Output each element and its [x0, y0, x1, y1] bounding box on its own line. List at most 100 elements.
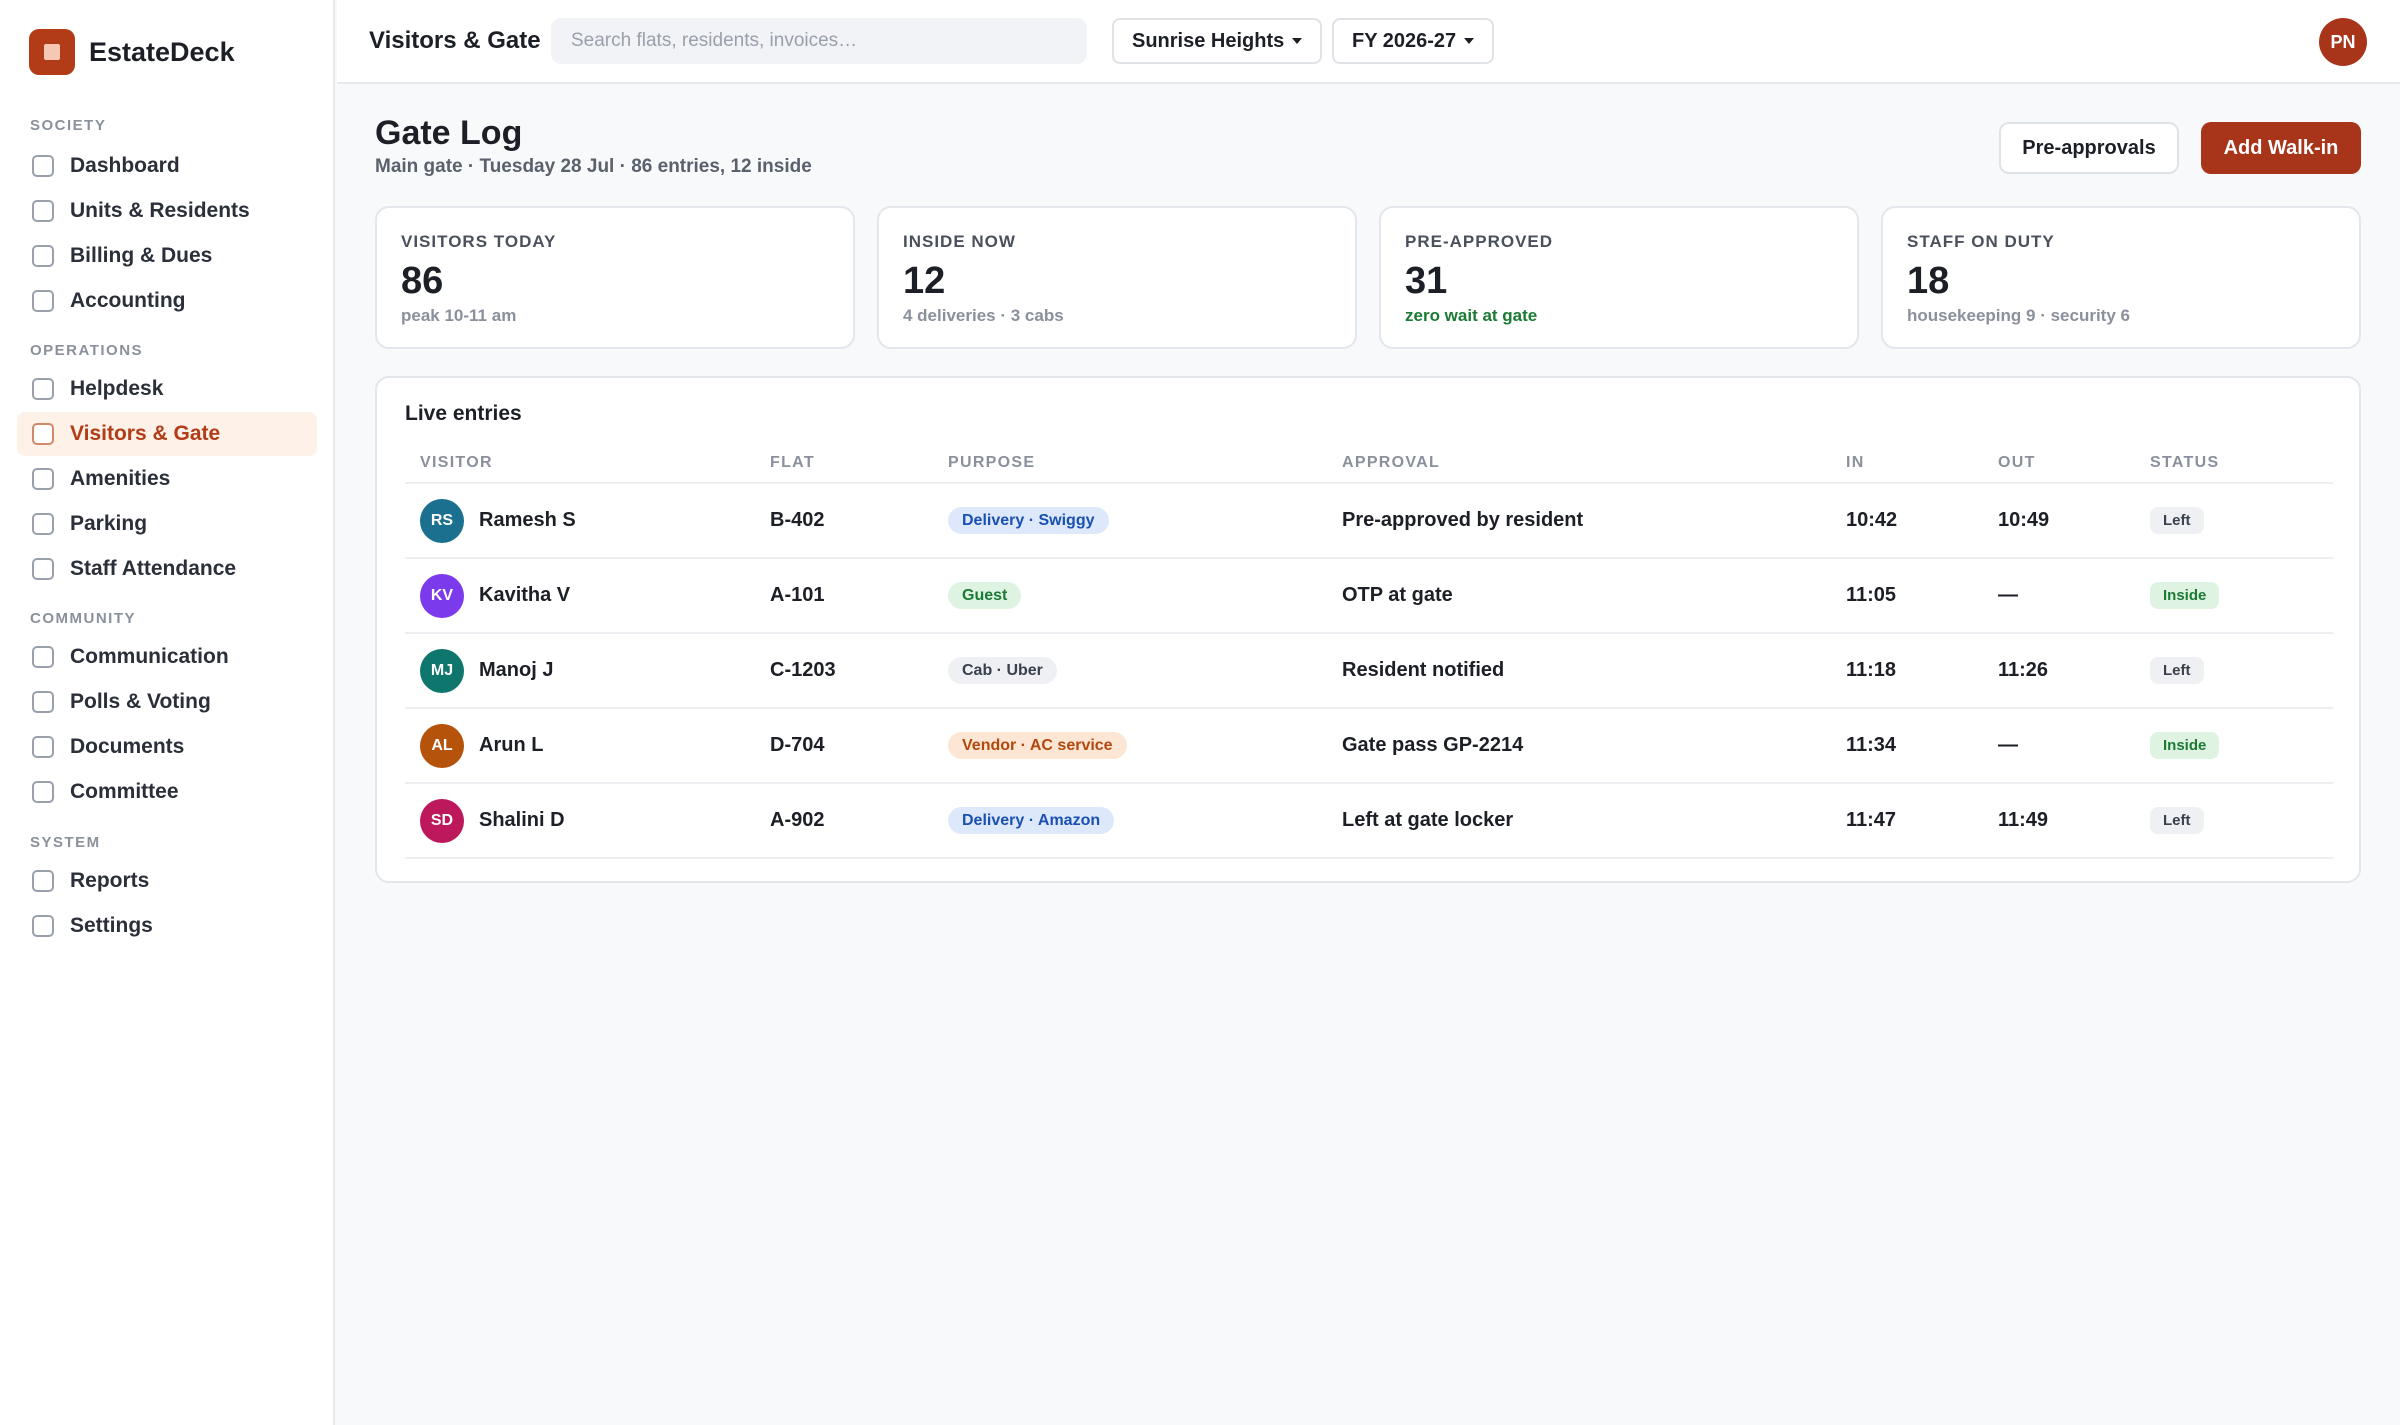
column-header-status[interactable]: STATUS: [2150, 454, 2220, 471]
sidebar-item-visitors-gate[interactable]: Visitors & Gate: [17, 412, 317, 456]
purpose-badge: Vendor · AC service: [948, 732, 1127, 759]
sidebar-item-parking[interactable]: Parking: [17, 502, 317, 546]
nav-checkbox-icon: [32, 200, 54, 222]
out-time-cell: —: [1998, 584, 2018, 606]
sidebar-item-settings[interactable]: Settings: [17, 904, 317, 948]
sidebar-item-label: Helpdesk: [70, 377, 164, 400]
stat-note: peak 10-11 am: [401, 306, 517, 325]
sidebar-item-billing-dues[interactable]: Billing & Dues: [17, 234, 317, 278]
visitor-cell: AL Arun L: [420, 709, 543, 782]
fiscal-year-select-value: FY 2026-27: [1352, 29, 1457, 52]
society-select-value: Sunrise Heights: [1132, 29, 1285, 52]
sidebar-item-accounting[interactable]: Accounting: [17, 279, 317, 323]
visitor-cell: SD Shalini D: [420, 784, 565, 857]
brand[interactable]: EstateDeck: [29, 29, 235, 75]
out-time-cell: 11:49: [1998, 809, 2049, 831]
sidebar-item-dashboard[interactable]: Dashboard: [17, 144, 317, 188]
chevron-down-icon: [1464, 38, 1475, 44]
flat-cell: C-1203: [770, 659, 836, 681]
nav-section-community: COMMUNITY: [30, 610, 136, 627]
nav-checkbox-icon: [32, 423, 54, 445]
approval-cell: Gate pass GP-2214: [1342, 734, 1524, 756]
page-title: Visitors & Gate: [369, 27, 541, 54]
table-row[interactable]: MJ Manoj J C-1203 Cab · Uber Resident notifi…: [405, 634, 2333, 709]
sidebar-item-label: Polls & Voting: [70, 690, 211, 713]
visitor-name: Manoj J: [479, 659, 554, 681]
sidebar-item-committee[interactable]: Committee: [17, 770, 317, 814]
table-row[interactable]: RS Ramesh S B-402 Delivery · Swiggy Pre-appr…: [405, 484, 2333, 559]
status-cell: Inside: [2150, 709, 2220, 782]
pre-approvals-button[interactable]: Pre-approvals: [1999, 122, 2179, 174]
nav-checkbox-icon: [32, 155, 54, 177]
nav-checkbox-icon: [32, 870, 54, 892]
user-avatar[interactable]: PN: [2319, 18, 2367, 66]
fiscal-year-select[interactable]: FY 2026-27: [1332, 18, 1495, 64]
visitor-cell: KV Kavitha V: [420, 559, 570, 632]
flat-cell: A-902: [770, 809, 825, 831]
sidebar-item-reports[interactable]: Reports: [17, 859, 317, 903]
flat-cell: B-402: [770, 509, 825, 531]
sidebar-item-label: Visitors & Gate: [70, 422, 221, 445]
estatedeck-logo-icon: [29, 29, 75, 75]
nav-section-operations: OPERATIONS: [30, 342, 144, 359]
live-entries-panel: Live entries VISITOR FLAT PURPOSE APPROV…: [375, 376, 2361, 883]
sidebar-item-label: Billing & Dues: [70, 244, 213, 267]
sidebar: EstateDeck SOCIETY Dashboard Units & Res…: [0, 0, 335, 1425]
status-badge: Inside: [2150, 582, 2220, 609]
purpose-cell: Delivery · Swiggy: [948, 484, 1109, 557]
status-badge: Inside: [2150, 732, 2220, 759]
stat-value: 12: [903, 260, 946, 302]
in-time-cell: 11:47: [1846, 809, 1897, 831]
stat-label: VISITORS TODAY: [401, 232, 557, 251]
purpose-cell: Cab · Uber: [948, 634, 1057, 707]
sidebar-item-label: Dashboard: [70, 154, 180, 177]
column-header-purpose[interactable]: PURPOSE: [948, 454, 1036, 471]
sidebar-item-label: Reports: [70, 869, 150, 892]
sidebar-item-label: Documents: [70, 735, 185, 758]
nav-checkbox-icon: [32, 781, 54, 803]
out-time-cell: —: [1998, 734, 2018, 756]
sidebar-item-helpdesk[interactable]: Helpdesk: [17, 367, 317, 411]
stat-value: 86: [401, 260, 444, 302]
nav-section-society: SOCIETY: [30, 117, 107, 134]
avatar: SD: [420, 798, 464, 843]
society-select[interactable]: Sunrise Heights: [1112, 18, 1323, 64]
status-badge: Left: [2150, 657, 2204, 684]
table-row[interactable]: KV Kavitha V A-101 Guest OTP at gate 11:05 — In…: [405, 559, 2333, 634]
search-input[interactable]: [551, 18, 1087, 64]
out-time-cell: 10:49: [1998, 509, 2050, 531]
sidebar-item-documents[interactable]: Documents: [17, 725, 317, 769]
column-header-visitor[interactable]: VISITOR: [420, 454, 493, 471]
sidebar-item-units-residents[interactable]: Units & Residents: [17, 189, 317, 233]
nav-checkbox-icon: [32, 245, 54, 267]
status-badge: Left: [2150, 807, 2204, 834]
page-subtitle: Main gate · Tuesday 28 Jul · 86 entries,…: [375, 156, 812, 177]
table-row[interactable]: AL Arun L D-704 Vendor · AC service Gate pas…: [405, 709, 2333, 784]
purpose-cell: Guest: [948, 559, 1022, 632]
in-time-cell: 11:05: [1846, 584, 1897, 606]
sidebar-item-polls-voting[interactable]: Polls & Voting: [17, 680, 317, 724]
nav-checkbox-icon: [32, 468, 54, 490]
nav-section-system: SYSTEM: [30, 834, 101, 851]
sidebar-item-label: Amenities: [70, 467, 171, 490]
stat-label: INSIDE NOW: [903, 232, 1016, 251]
nav-checkbox-icon: [32, 691, 54, 713]
visitor-name: Ramesh S: [479, 509, 576, 531]
stat-value: 31: [1405, 260, 1448, 302]
sidebar-item-amenities[interactable]: Amenities: [17, 457, 317, 501]
column-header-flat[interactable]: FLAT: [770, 454, 815, 471]
column-header-in[interactable]: IN: [1846, 454, 1865, 471]
avatar: KV: [420, 573, 464, 618]
nav-checkbox-icon: [32, 558, 54, 580]
sidebar-item-label: Settings: [70, 914, 153, 937]
sidebar-item-staff-attendance[interactable]: Staff Attendance: [17, 547, 317, 591]
stat-label: PRE-APPROVED: [1405, 232, 1554, 251]
approval-cell: OTP at gate: [1342, 584, 1453, 606]
table-header-divider: [405, 482, 2333, 484]
purpose-cell: Vendor · AC service: [948, 709, 1127, 782]
column-header-approval[interactable]: APPROVAL: [1342, 454, 1441, 471]
add-walk-in-button[interactable]: Add Walk-in: [2201, 122, 2361, 174]
table-row[interactable]: SD Shalini D A-902 Delivery · Amazon Left at…: [405, 784, 2333, 859]
sidebar-item-communication[interactable]: Communication: [17, 635, 317, 679]
column-header-out[interactable]: OUT: [1998, 454, 2036, 471]
